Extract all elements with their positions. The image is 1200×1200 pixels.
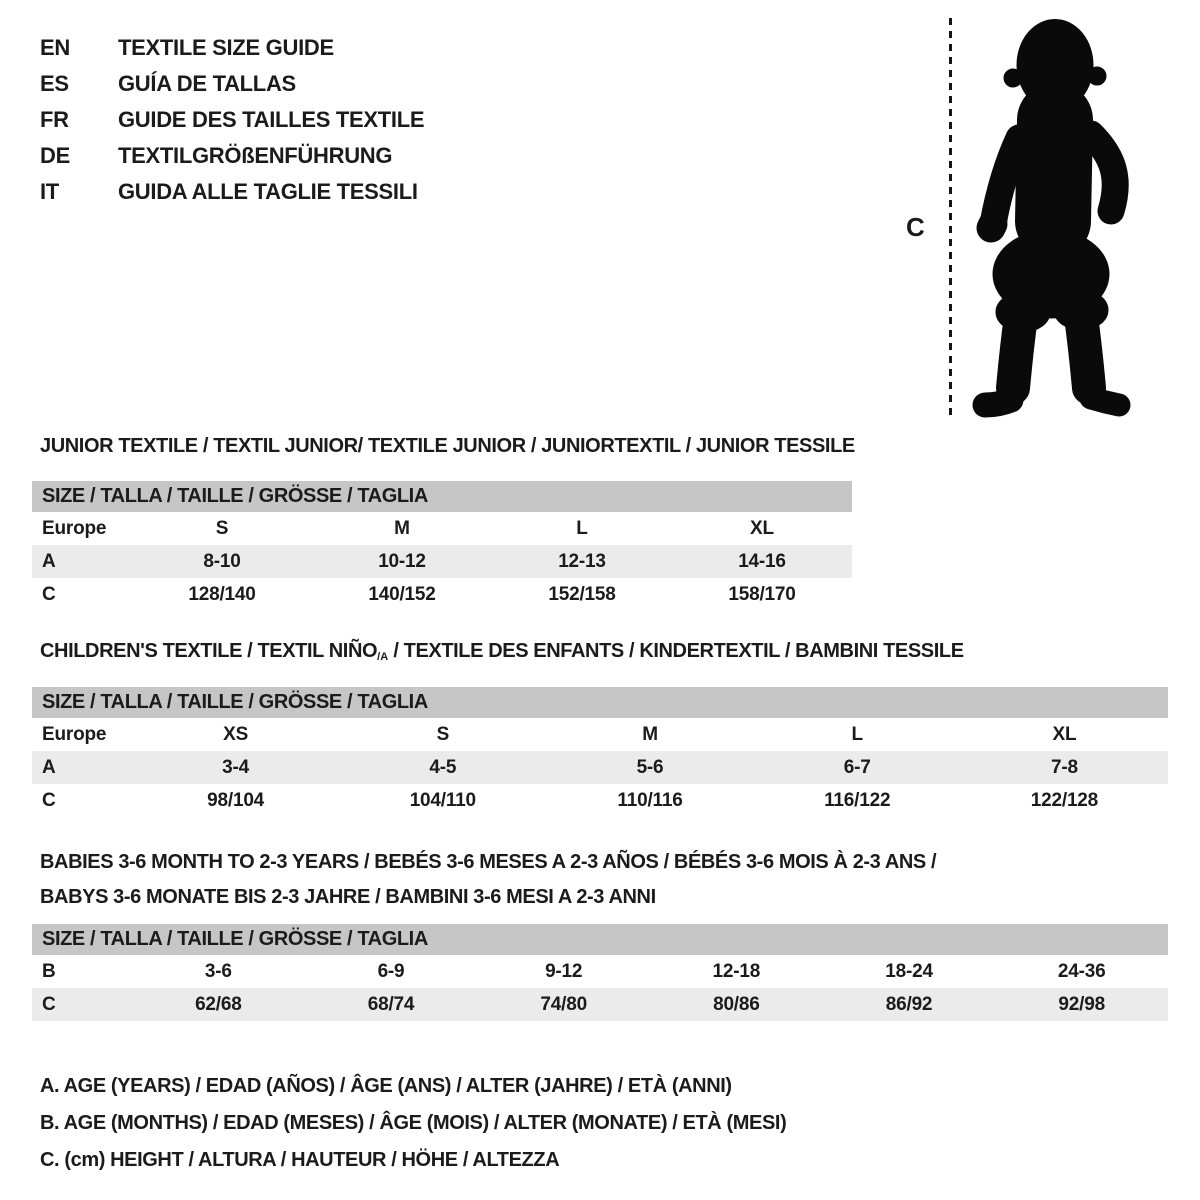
legend-line-c: C. (cm) HEIGHT / ALTURA / HAUTEUR / HÖHE… [40,1149,560,1171]
table-row-height: C 128/140 140/152 152/158 158/170 [32,578,852,611]
children-size-table: SIZE / TALLA / TAILLE / GRÖSSE / TAGLIA … [32,687,1168,817]
months-cell: 6-9 [377,961,405,982]
table-row-europe: Europe S M L XL [32,512,852,545]
age-cell: 4-5 [429,757,457,778]
table-row-height: C 62/68 68/74 74/80 80/86 86/92 92/98 [32,988,1168,1021]
size-cell: L [576,518,588,539]
size-header-row: SIZE / TALLA / TAILLE / GRÖSSE / TAGLIA [32,687,1168,718]
language-row-it: IT GUIDA ALLE TAGLIE TESSILI [40,174,424,210]
row-label: C [42,994,56,1015]
months-cell: 9-12 [545,961,583,982]
language-list: EN TEXTILE SIZE GUIDE ES GUÍA DE TALLAS … [40,30,425,210]
row-label: C [42,790,56,811]
children-title-suffix: / TEXTILE DES ENFANTS / KINDERTEXTIL / B… [388,640,964,662]
height-cell: 104/110 [409,790,476,811]
age-cell: 10-12 [378,551,426,572]
table-row-europe: Europe XS S M L XL [32,718,1168,751]
size-cell: L [851,724,864,745]
language-row-en: EN TEXTILE SIZE GUIDE [40,30,424,66]
language-row-es: ES GUÍA DE TALLAS [40,66,424,102]
junior-size-table: SIZE / TALLA / TAILLE / GRÖSSE / TAGLIA … [32,481,852,611]
height-cell: 116/122 [824,790,891,811]
height-cell: 152/158 [548,584,616,605]
legend: A. AGE (YEARS) / EDAD (AÑOS) / ÂGE (ANS)… [40,1068,787,1179]
size-header-row: SIZE / TALLA / TAILLE / GRÖSSE / TAGLIA [32,481,852,512]
language-title: TEXTILE SIZE GUIDE [118,35,334,60]
height-cell: 80/86 [713,994,760,1015]
legend-line-b: B. AGE (MONTHS) / EDAD (MESES) / ÂGE (MO… [40,1112,787,1134]
height-cell: 128/140 [188,584,256,605]
row-label: Europe [42,724,107,745]
size-cell: XL [750,518,774,539]
size-cell: M [394,518,410,539]
months-cell: 12-18 [712,961,761,982]
age-cell: 6-7 [843,757,871,778]
size-cell: S [215,518,229,539]
age-cell: 7-8 [1050,757,1078,778]
height-cell: 62/68 [195,994,242,1015]
size-header-row: SIZE / TALLA / TAILLE / GRÖSSE / TAGLIA [32,924,1168,955]
language-row-de: DE TEXTILGRÖßENFÜHRUNG [40,138,424,174]
height-cell: 86/92 [885,994,933,1015]
language-code: IT [40,179,59,204]
age-cell: 5-6 [636,757,664,778]
language-title: GUÍA DE TALLAS [118,71,296,96]
table-row-age: A 3-4 4-5 5-6 6-7 7-8 [32,751,1168,784]
height-cell: 158/170 [728,584,796,605]
age-cell: 12-13 [558,551,606,572]
height-cell: 110/116 [617,790,683,811]
months-cell: 18-24 [885,961,933,982]
size-cell: XL [1052,724,1077,745]
junior-section-title: JUNIOR TEXTILE / TEXTIL JUNIOR/ TEXTILE … [40,435,855,457]
legend-line-a: A. AGE (YEARS) / EDAD (AÑOS) / ÂGE (ANS)… [40,1075,732,1097]
table-row-months: B 3-6 6-9 9-12 12-18 18-24 24-36 [32,955,1168,988]
months-cell: 3-6 [204,961,232,982]
toddler-silhouette-icon [972,19,1131,418]
table-row-height: C 98/104 104/110 110/116 116/122 122/128 [32,784,1168,817]
months-cell: 24-36 [1057,961,1106,982]
language-title: GUIDA ALLE TAGLIE TESSILI [118,179,418,204]
language-title: GUIDE DES TAILLES TEXTILE [118,107,425,132]
height-cell: 122/128 [1030,790,1099,811]
babies-title-line1: BABIES 3-6 MONTH TO 2-3 YEARS / BEBÉS 3-… [40,851,937,873]
language-code: FR [40,107,69,132]
age-cell: 14-16 [738,551,786,572]
table-row-age: A 8-10 10-12 12-13 14-16 [32,545,852,578]
row-label: B [42,961,56,982]
size-cell: M [642,724,658,745]
height-cell: 140/152 [368,584,436,605]
row-label: Europe [42,518,107,539]
babies-title-line2: BABYS 3-6 MONATE BIS 2-3 JAHRE / BAMBINI… [40,886,656,908]
height-cell: 68/74 [367,994,415,1015]
row-label: A [42,757,56,778]
babies-size-table: SIZE / TALLA / TAILLE / GRÖSSE / TAGLIA … [32,924,1168,1021]
height-cell: 74/80 [540,994,587,1015]
language-code: EN [40,35,70,60]
size-cell: XS [223,724,249,745]
size-cell: S [436,724,450,745]
height-measure-line [949,18,952,416]
language-title: TEXTILGRÖßENFÜHRUNG [118,143,393,168]
age-cell: 8-10 [203,551,241,572]
language-code: ES [40,71,69,96]
row-label: C [42,584,56,605]
row-label: A [42,551,56,572]
height-cell: 92/98 [1058,994,1105,1015]
height-cell: 98/104 [207,790,265,811]
children-title-prefix: CHILDREN'S TEXTILE / TEXTIL NIÑO [40,640,378,662]
babies-section-title: BABIES 3-6 MONTH TO 2-3 YEARS / BEBÉS 3-… [40,845,937,915]
language-row-fr: FR GUIDE DES TAILLES TEXTILE [40,102,425,138]
height-measure-label: C [906,212,925,242]
age-cell: 3-4 [222,757,250,778]
children-title-subscript: /A [377,651,389,664]
language-code: DE [40,143,70,168]
children-section-title: CHILDREN'S TEXTILE / TEXTIL NIÑO/A / TEX… [40,640,964,668]
